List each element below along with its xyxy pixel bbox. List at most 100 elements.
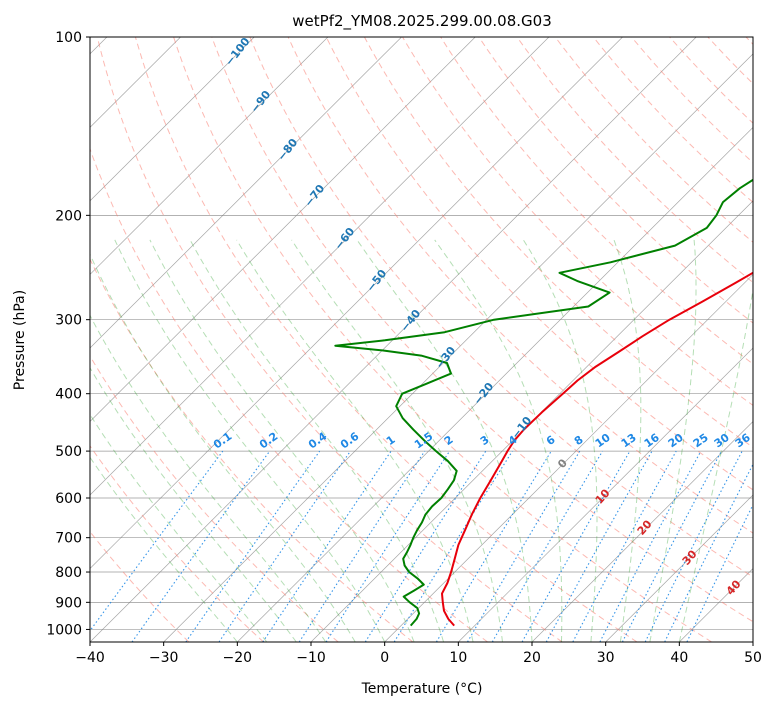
- mixing-ratio-label: 0.4: [306, 429, 330, 451]
- dry-adiabat-line: [90, 258, 414, 642]
- dry-adiabat-line: [249, 37, 753, 578]
- x-tick-label: −10: [296, 650, 326, 666]
- mixing-ratio-label: 3: [478, 433, 492, 448]
- plot-frame: [89, 36, 754, 643]
- mixing-ratio-line: [521, 450, 631, 642]
- dry-adiabat-label: −90: [248, 88, 274, 116]
- dry-adiabat-line: [631, 37, 753, 164]
- dry-adiabat-line: [134, 37, 638, 642]
- y-tick-label: 700: [55, 531, 82, 547]
- dry-adiabat-label: −100: [223, 35, 253, 69]
- isotherm-line: [384, 273, 753, 642]
- mixing-ratio-label: 20: [666, 431, 686, 451]
- mixing-ratio-line: [185, 450, 321, 642]
- isotherm-line: [310, 200, 753, 642]
- dry-adiabat-line: [402, 37, 753, 406]
- mixing-ratio-line: [298, 450, 426, 642]
- y-tick-label: 400: [55, 387, 82, 403]
- mixing-ratio-label: 2: [442, 433, 456, 448]
- isotherm-line: [531, 420, 753, 642]
- mixing-ratio-line: [491, 450, 603, 642]
- mixing-ratio-label: 13: [619, 431, 639, 450]
- moist-adiabat-line: [114, 239, 386, 642]
- dry-adiabat-label: −50: [364, 267, 390, 295]
- dry-adiabat-line: [592, 37, 753, 203]
- x-tick-label: 0: [380, 650, 389, 666]
- mixing-ratio-line: [572, 450, 677, 642]
- dry-adiabat-line: [363, 37, 753, 448]
- moist-adiabat-line: [149, 239, 415, 642]
- mixing-ratio-label: 1: [384, 433, 398, 448]
- isotherm-line: [605, 494, 753, 642]
- dry-adiabat-label: −80: [275, 136, 301, 164]
- dry-adiabat-line: [440, 37, 753, 365]
- x-tick-label: 20: [523, 650, 541, 666]
- isotherm-line: [90, 37, 402, 349]
- dry-adiabat-line: [90, 530, 190, 642]
- mixing-ratio-line: [131, 450, 271, 642]
- background-lines: [90, 37, 753, 642]
- mixing-ratio-line: [545, 450, 653, 642]
- inline-labels: −100−90−80−70−60−50−40−30−20−100.1 0.2 0.4…: [211, 35, 753, 598]
- dry-adiabat-line: [516, 37, 753, 284]
- mixing-ratio-line: [218, 450, 351, 642]
- x-tick-label: 30: [597, 650, 615, 666]
- moist-adiabat-line: [291, 239, 503, 642]
- mixing-ratio-line: [393, 450, 513, 642]
- mixing-ratio-line: [664, 463, 753, 642]
- x-tick-label: 10: [449, 650, 467, 666]
- dry-adiabat-label: −70: [302, 182, 328, 210]
- isotherm-line: [458, 347, 753, 642]
- x-tick-label: −40: [75, 650, 105, 666]
- mixing-ratio-line: [599, 450, 702, 642]
- mixing-ratio-label: 6: [544, 433, 558, 448]
- dry-adiabat-label: −60: [332, 225, 358, 253]
- dry-adiabat-label: −40: [398, 307, 424, 335]
- mixing-ratio-label: 8: [572, 433, 586, 448]
- temperature-line: [441, 271, 753, 627]
- y-tick-label: 1000: [46, 622, 82, 638]
- isotherm-line: [90, 37, 329, 275]
- moist-adiabat-line: [434, 239, 563, 642]
- y-tick-label: 500: [55, 444, 82, 460]
- dry-adiabat-line: [745, 37, 753, 45]
- dry-adiabat-line: [173, 37, 712, 642]
- mixing-ratio-label: 36: [733, 431, 753, 451]
- dry-adiabat-line: [90, 147, 488, 642]
- dewpoint-line: [334, 178, 753, 627]
- mixing-ratio-label: 10: [593, 431, 613, 451]
- moist-adiabat-line: [613, 239, 642, 642]
- moist-adiabat-line: [678, 286, 753, 642]
- series-lines: [334, 178, 753, 627]
- chart-title: wetPf2_YM08.2025.299.00.08.G03: [292, 12, 551, 31]
- isotherm-line: [90, 37, 255, 202]
- isotherm-line: [163, 53, 753, 642]
- mixing-ratio-line: [325, 450, 451, 642]
- mixing-ratio-line: [262, 450, 392, 642]
- y-tick-label: 900: [55, 595, 82, 611]
- dry-adiabat-line: [325, 37, 753, 491]
- y-tick-label: 600: [55, 491, 82, 507]
- moist-adiabat-line: [90, 314, 327, 642]
- y-axis-label: Pressure (hPa): [12, 290, 28, 390]
- y-tick-label: 300: [55, 313, 82, 329]
- mixing-ratio-line: [364, 450, 487, 642]
- dry-adiabat-label: −30: [433, 344, 459, 372]
- moist-adiabat-label: 20: [635, 517, 655, 537]
- x-ticks: −40 −30 −20 −10 0 10 20 30 40 50: [75, 642, 762, 666]
- moist-adiabat-line: [649, 239, 697, 642]
- mixing-ratio-label: 30: [712, 431, 732, 451]
- x-axis-label: Temperature (°C): [361, 681, 483, 697]
- dry-adiabat-line: [96, 37, 563, 642]
- isotherm-line: [90, 37, 476, 422]
- moist-adiabat-line: [90, 366, 297, 642]
- dry-adiabat-line: [554, 37, 753, 243]
- mixing-ratio-line: [90, 450, 224, 632]
- mixing-ratio-line: [435, 450, 552, 642]
- mixing-ratio-label: 25: [691, 431, 711, 450]
- dry-adiabat-line: [287, 37, 753, 534]
- mixing-ratio-label: 16: [642, 431, 662, 451]
- moist-adiabat-line: [90, 253, 356, 642]
- isotherm-line: [237, 126, 753, 642]
